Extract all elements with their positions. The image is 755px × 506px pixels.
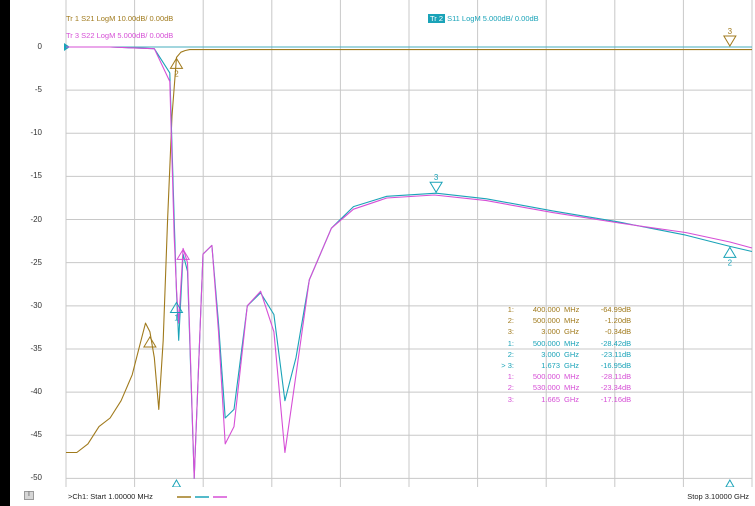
marker-triangle-icon [169, 57, 184, 69]
marker-freq: 400.000 [532, 305, 560, 314]
marker-freq: 500.000 [532, 372, 560, 382]
marker-num: 2: [507, 316, 514, 326]
marker-triangle-icon [143, 336, 157, 348]
y-tick-label: -50 [30, 473, 42, 483]
marker-number-label: 2 [728, 258, 733, 267]
marker-number-label: 2 [174, 69, 179, 78]
marker-unit: MHz [564, 338, 580, 348]
y-tick-label: -30 [30, 300, 42, 310]
trace-2-active-tag[interactable]: Tr 2 [428, 14, 446, 23]
marker-number-label: 3 [728, 27, 733, 36]
marker-value: -23.11 [601, 349, 622, 359]
marker-value: -17.16 [600, 394, 622, 404]
marker-freq: 500.000 [532, 316, 560, 326]
marker-vunit: dB [622, 305, 632, 314]
marker-triangle-icon [722, 246, 737, 258]
marker-freq: 3.000 [541, 349, 560, 359]
series-line-s21 [66, 49, 752, 454]
marker-value: -64.99 [600, 305, 622, 314]
trace-2-header[interactable]: Tr 2 S11 LogM 5.000dB/ 0.00dB [428, 14, 539, 23]
marker-vunit: dB [622, 383, 632, 393]
marker-num: > 3: [501, 361, 514, 370]
marker-number-label: 1 [174, 314, 179, 323]
y-tick-label: -5 [34, 85, 42, 95]
y-tick-label: 0 [37, 42, 42, 51]
marker-vunit: dB [622, 338, 632, 348]
marker-value: -23.34 [600, 383, 622, 393]
y-tick-label: -45 [30, 430, 42, 440]
left-toolbar-strip [0, 0, 10, 506]
channel-status-bar: I >Ch1: Start 1.00000 MHz Stop 3.10000 G… [10, 487, 755, 506]
y-tick-label: -15 [30, 171, 42, 181]
series-line-s22 [66, 46, 753, 479]
marker-freq: 500.000 [532, 338, 560, 348]
marker-vunit: dB [622, 316, 632, 326]
marker-value: -28.11 [601, 372, 622, 382]
marker-unit: GHz [564, 349, 579, 359]
marker-num: 2: [507, 383, 514, 393]
marker-value: -1.20 [604, 316, 622, 326]
sweep-start-label: >Ch1: Start 1.00000 MHz [68, 492, 153, 501]
marker-vunit: dB [622, 372, 632, 382]
marker-freq: 530.000 [532, 383, 560, 393]
channel-menu-button[interactable]: I [24, 491, 34, 500]
marker-num: 1: [507, 372, 514, 382]
marker-triangle-icon [722, 35, 737, 47]
sweep-stop-label: Stop 3.10000 GHz [687, 492, 749, 501]
marker-unit: MHz [564, 305, 580, 314]
y-tick-label: -35 [30, 343, 42, 353]
marker-freq: 3.000 [541, 327, 560, 337]
marker-vunit: dB [622, 361, 632, 370]
y-tick-label: -25 [30, 257, 42, 267]
marker-vunit: dB [622, 327, 632, 337]
marker-triangle-icon [429, 181, 443, 194]
y-tick-label: -10 [30, 128, 42, 138]
y-tick-label: -40 [30, 387, 42, 397]
marker-unit: MHz [564, 372, 580, 382]
marker-vunit: dB [622, 349, 632, 359]
trace-legend-swatches [177, 496, 227, 498]
marker-vunit: dB [622, 394, 632, 404]
marker-unit: GHz [564, 361, 579, 370]
marker-num: 1: [507, 305, 514, 314]
marker-num: 3: [507, 394, 514, 404]
marker-value: -16.95 [600, 361, 622, 370]
marker-freq: 1.673 [541, 361, 560, 370]
marker-unit: GHz [564, 327, 579, 337]
marker-freq: 1.665 [541, 394, 560, 404]
marker-unit: MHz [564, 316, 580, 326]
marker-value: -0.34 [604, 327, 622, 337]
marker-number-label: 3 [434, 173, 439, 182]
trace-1-header[interactable]: Tr 1 S21 LogM 10.00dB/ 0.00dB [66, 14, 174, 23]
marker-unit: GHz [564, 394, 579, 404]
trace-3-header[interactable]: Tr 3 S22 LogM 5.000dB/ 0.00dB [66, 31, 174, 40]
trace-2-label: S11 LogM 5.000dB/ 0.00dB [447, 14, 539, 23]
marker-value: -28.42 [600, 338, 622, 348]
marker-num: 1: [507, 338, 514, 348]
marker-triangle-icon [169, 301, 184, 314]
marker-unit: MHz [564, 383, 580, 393]
y-tick-label: -20 [30, 214, 42, 224]
marker-triangle-icon [176, 248, 190, 260]
marker-num: 3: [507, 327, 514, 337]
marker-num: 2: [507, 349, 514, 359]
